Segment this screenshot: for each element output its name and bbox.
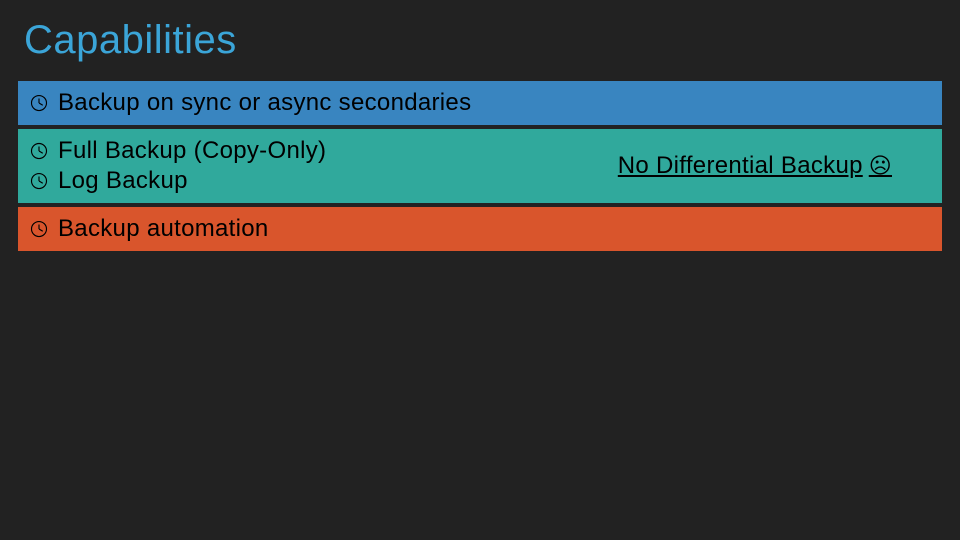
bullet-row: Backup automation bbox=[30, 215, 932, 243]
bullet-row: Backup on sync or async secondaries bbox=[30, 89, 932, 117]
band-automation: Backup automation bbox=[18, 207, 942, 251]
clock-icon bbox=[30, 220, 48, 238]
band-left: Full Backup (Copy-Only) Log Backup bbox=[30, 137, 618, 195]
sad-face-icon: ☹ bbox=[869, 153, 892, 179]
bullet-text: Full Backup (Copy-Only) bbox=[58, 137, 326, 165]
bullet-row: Full Backup (Copy-Only) bbox=[30, 137, 618, 165]
bullet-row: Log Backup bbox=[30, 167, 618, 195]
bullet-text: Backup on sync or async secondaries bbox=[58, 89, 471, 117]
band-right: No Differential Backup ☹ bbox=[618, 152, 932, 180]
band-left: Backup on sync or async secondaries bbox=[30, 89, 932, 117]
band-sync: Backup on sync or async secondaries bbox=[18, 81, 942, 125]
band-left: Backup automation bbox=[30, 215, 932, 243]
no-differential-text: No Differential Backup ☹ bbox=[618, 152, 892, 180]
bullet-text: Log Backup bbox=[58, 167, 188, 195]
slide: Capabilities Backup on sync or async sec… bbox=[0, 0, 960, 540]
clock-icon bbox=[30, 94, 48, 112]
bullet-text: Backup automation bbox=[58, 215, 269, 243]
page-title: Capabilities bbox=[18, 18, 942, 63]
clock-icon bbox=[30, 172, 48, 190]
band-backup-types: Full Backup (Copy-Only) Log Backup No Di… bbox=[18, 129, 942, 203]
right-label: No Differential Backup bbox=[618, 152, 863, 180]
clock-icon bbox=[30, 142, 48, 160]
